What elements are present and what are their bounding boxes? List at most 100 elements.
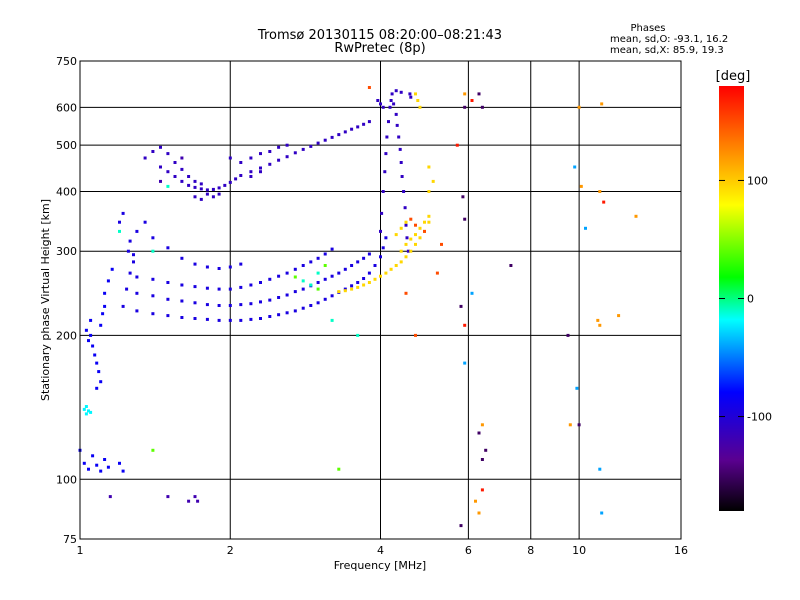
data-point <box>376 99 380 102</box>
data-point <box>414 233 417 237</box>
data-point <box>399 226 403 230</box>
data-point <box>577 105 581 109</box>
grid-layer <box>80 61 681 539</box>
data-point <box>316 141 320 145</box>
data-point <box>406 249 410 253</box>
data-point <box>135 275 139 279</box>
data-point <box>367 281 371 284</box>
data-point <box>196 499 200 503</box>
data-point <box>91 454 95 458</box>
data-point <box>135 309 139 313</box>
data-point <box>277 274 281 278</box>
x-tick-label: 6 <box>465 544 472 557</box>
data-point <box>217 192 221 196</box>
data-point <box>463 323 467 327</box>
data-point <box>293 267 297 271</box>
data-point <box>89 410 93 414</box>
data-point <box>239 285 243 289</box>
data-point <box>596 318 600 322</box>
data-point <box>575 386 579 390</box>
data-point <box>405 236 409 240</box>
data-point <box>480 488 484 492</box>
data-point <box>87 409 90 413</box>
data-point <box>106 279 110 283</box>
data-point <box>259 300 262 304</box>
data-point <box>193 301 197 305</box>
data-point <box>337 467 341 471</box>
data-point <box>151 249 155 253</box>
data-point <box>268 277 272 281</box>
data-point <box>110 267 114 271</box>
data-point <box>159 145 162 149</box>
data-point <box>399 249 403 253</box>
data-point <box>398 147 402 151</box>
data-point <box>151 236 155 240</box>
data-point <box>121 304 125 308</box>
data-point <box>423 220 426 224</box>
data-point <box>108 495 112 499</box>
data-point <box>301 264 305 267</box>
y-axis-label: Stationary phase Virtual Height [km] <box>39 199 52 401</box>
data-point <box>89 318 93 322</box>
data-point <box>427 190 431 193</box>
data-point <box>277 296 281 299</box>
phase-box-heading: Phases <box>630 23 665 34</box>
data-point <box>403 206 407 210</box>
data-point <box>323 264 327 267</box>
data-point <box>187 183 191 187</box>
data-point <box>383 170 387 174</box>
data-point <box>268 162 272 166</box>
data-point <box>394 89 398 93</box>
data-point <box>409 249 413 253</box>
data-point <box>397 135 401 139</box>
colorbar-tick-label: -100 <box>747 411 772 424</box>
data-point <box>390 92 394 96</box>
data-point <box>602 200 606 204</box>
data-point <box>301 279 305 283</box>
data-point <box>350 127 354 131</box>
data-point <box>217 318 221 322</box>
data-point <box>568 423 572 427</box>
data-point <box>205 317 209 321</box>
data-point <box>217 287 221 291</box>
data-point <box>259 170 262 174</box>
data-point <box>95 386 99 390</box>
data-point <box>103 458 107 461</box>
colorbar-tick-label: 100 <box>747 174 768 187</box>
data-point <box>435 271 439 275</box>
data-point <box>268 298 272 302</box>
data-point <box>249 156 253 160</box>
data-point <box>166 170 170 174</box>
data-point <box>118 229 121 233</box>
data-point <box>399 90 403 94</box>
data-point <box>404 242 408 246</box>
data-point <box>323 297 327 301</box>
data-point <box>277 158 281 162</box>
data-point <box>239 174 243 177</box>
data-point <box>323 277 327 281</box>
data-point <box>367 271 371 275</box>
data-point <box>259 281 262 284</box>
data-point <box>337 271 341 275</box>
data-point <box>285 155 289 159</box>
data-point <box>193 262 197 266</box>
data-point <box>84 328 88 332</box>
data-point <box>121 211 125 215</box>
x-ticks-layer: 1 2 4 6 8 10 16 <box>77 544 689 557</box>
data-point <box>199 187 203 191</box>
data-point <box>330 274 334 278</box>
plot-frame <box>79 60 682 540</box>
y-tick-label: 500 <box>56 139 77 152</box>
data-point <box>509 264 513 267</box>
data-point <box>600 102 604 106</box>
data-point <box>277 145 281 149</box>
data-point <box>356 333 360 337</box>
data-point <box>316 281 320 284</box>
data-point <box>193 495 197 499</box>
data-point <box>166 246 170 250</box>
data-point <box>477 92 481 96</box>
data-point <box>249 317 253 321</box>
data-point <box>199 182 203 186</box>
data-point <box>459 304 463 308</box>
data-point <box>199 197 203 201</box>
